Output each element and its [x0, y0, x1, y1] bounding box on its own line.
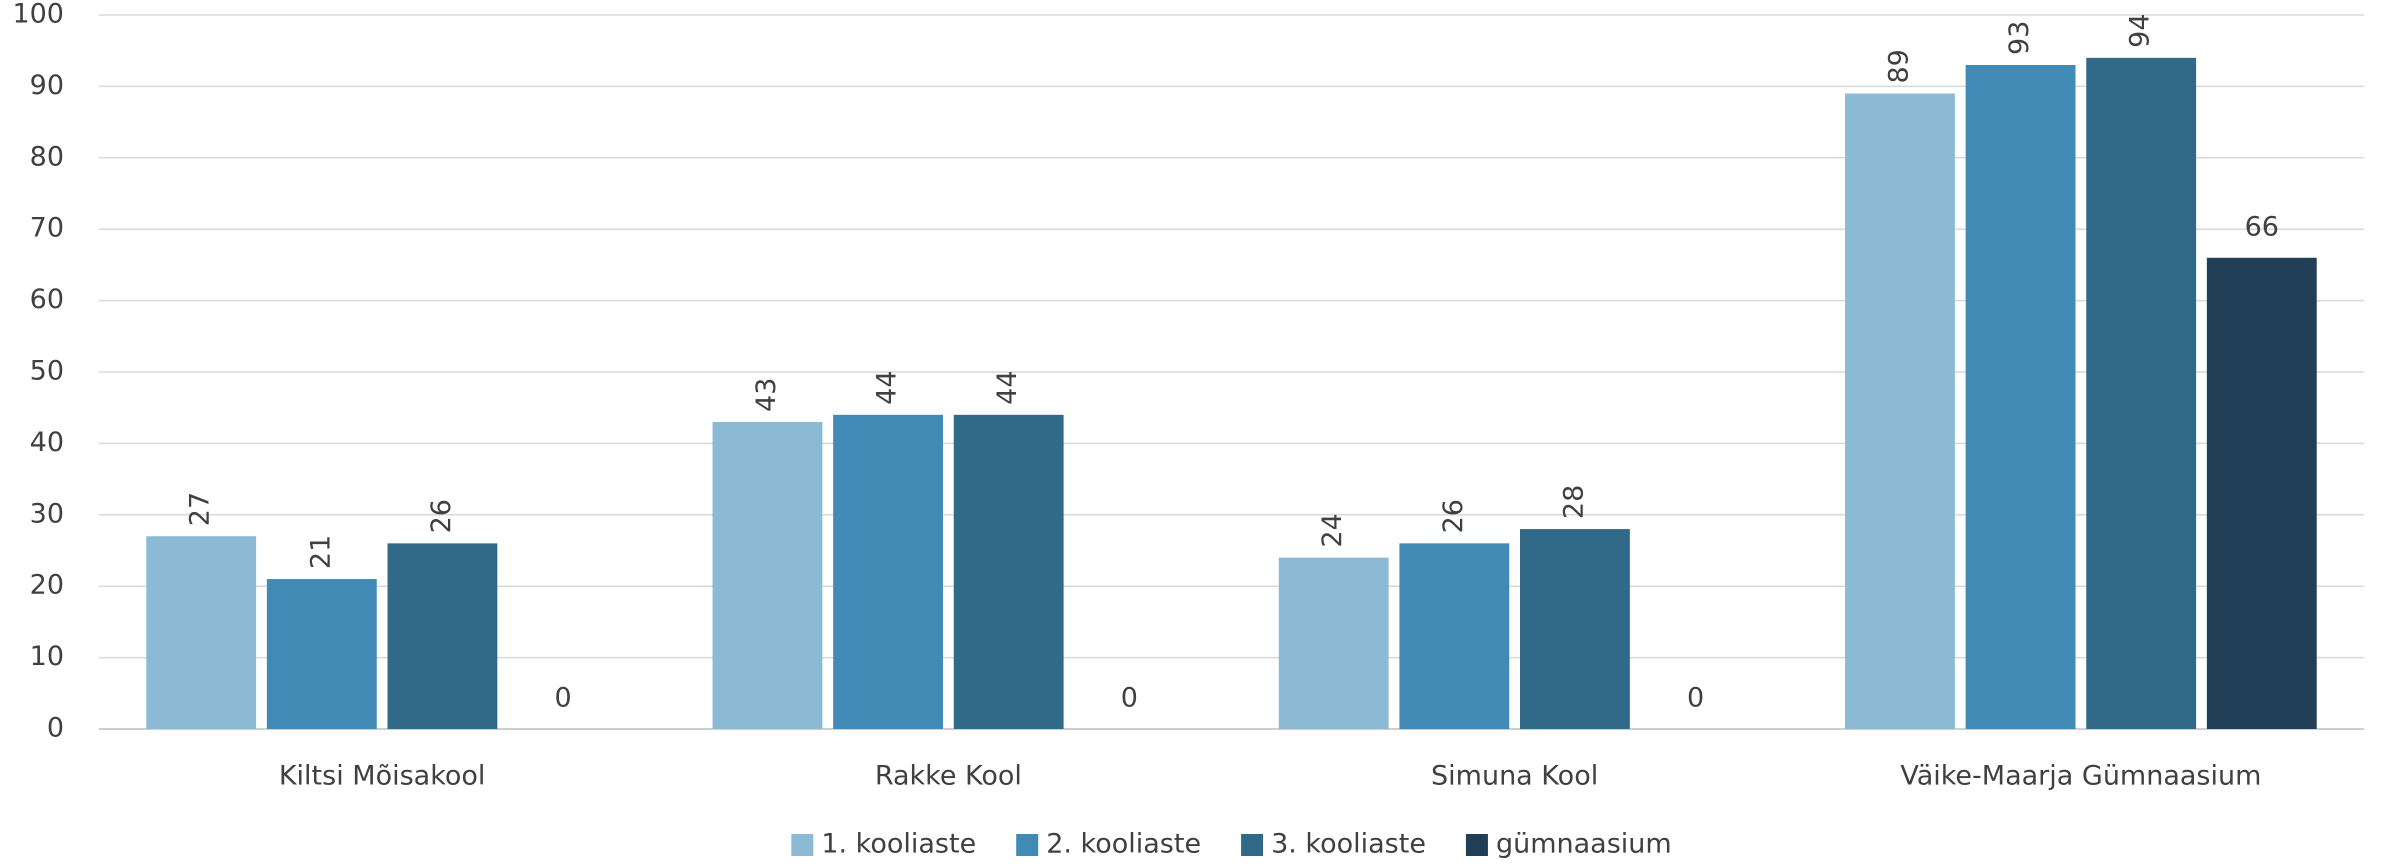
data-label: 89 [1883, 49, 1914, 83]
legend-swatch [1465, 834, 1488, 856]
data-label: 26 [1438, 499, 1469, 533]
bar [2086, 57, 2197, 729]
y-tick-label: 60 [30, 284, 64, 315]
bar [146, 536, 257, 729]
data-label: 94 [2125, 13, 2156, 47]
bar [953, 414, 1064, 729]
bar [1278, 557, 1389, 729]
y-tick-label: 70 [30, 213, 64, 244]
data-label: 0 [1121, 683, 1138, 714]
data-label: 21 [305, 535, 336, 569]
bar [1845, 93, 1955, 730]
legend-swatch [791, 834, 814, 856]
y-tick-label: 100 [12, 0, 64, 30]
legend-swatch [1241, 834, 1264, 856]
x-tick-label: Kiltsi Mõisakool [279, 761, 486, 792]
x-tick-label: Simuna Kool [1431, 761, 1598, 792]
x-tick-label: Rakke Kool [875, 761, 1022, 792]
y-tick-label: 90 [30, 70, 64, 101]
bar [266, 579, 377, 729]
bar [2206, 257, 2317, 729]
data-label: 43 [751, 378, 782, 412]
bar [1399, 543, 1510, 729]
legend-label: 2. kooliaste [1046, 829, 1201, 860]
y-tick-label: 20 [30, 570, 64, 601]
y-tick-label: 80 [30, 141, 64, 172]
data-label: 27 [185, 492, 216, 526]
data-label: 28 [1558, 485, 1589, 519]
y-tick-label: 50 [30, 356, 64, 387]
legend-label: 3. kooliaste [1271, 829, 1426, 860]
legend-label: gümnaasium [1496, 829, 1672, 860]
bar [1965, 64, 2076, 730]
x-tick-label: Väike-Maarja Gümnaasium [1900, 761, 2261, 792]
data-label: 44 [992, 370, 1023, 404]
bar [712, 421, 823, 729]
y-tick-label: 40 [30, 427, 64, 458]
data-label: 24 [1317, 513, 1348, 547]
data-label: 26 [426, 499, 457, 533]
y-tick-label: 30 [30, 498, 64, 529]
y-tick-label: 10 [30, 641, 64, 672]
data-label: 0 [1687, 683, 1704, 714]
legend-label: 1. kooliaste [821, 829, 976, 860]
data-label: 93 [2004, 21, 2035, 55]
legend-swatch [1016, 834, 1039, 856]
data-label: 66 [2245, 211, 2279, 242]
bar [1520, 529, 1630, 729]
bar [833, 414, 943, 729]
bar [387, 543, 498, 729]
data-label: 0 [554, 683, 571, 714]
data-label: 44 [872, 370, 903, 404]
y-tick-label: 0 [47, 713, 64, 744]
